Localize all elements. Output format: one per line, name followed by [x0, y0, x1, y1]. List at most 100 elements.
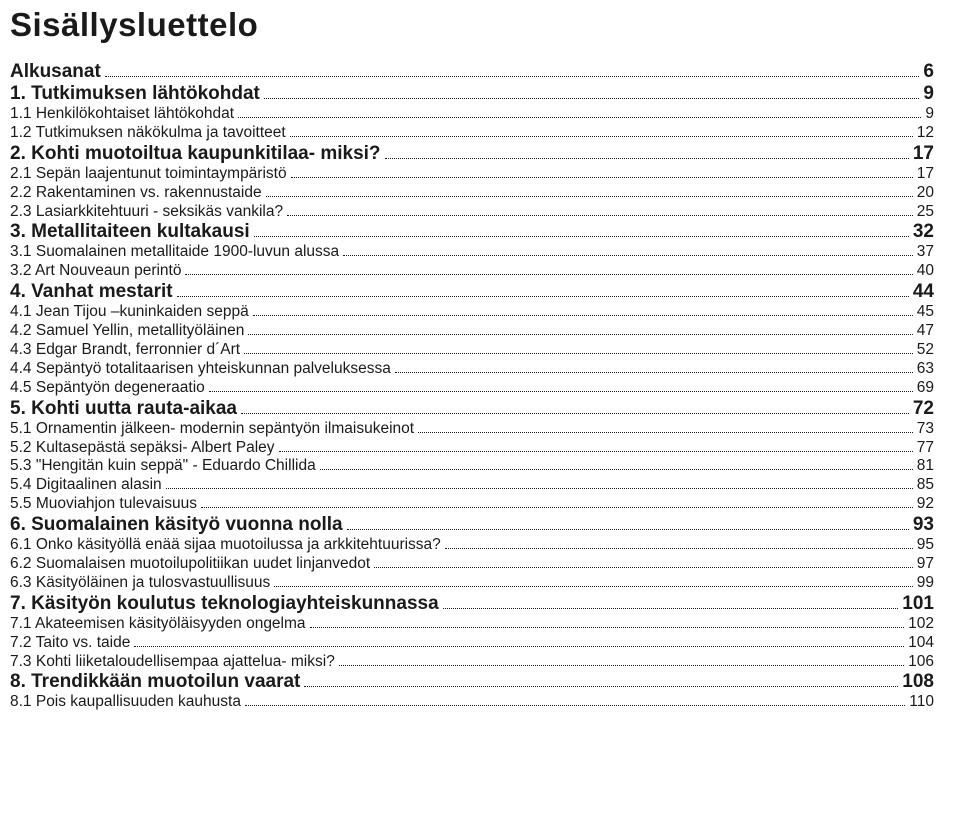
toc-entry-page: 99 — [917, 575, 934, 591]
toc-row: 1.2 Tutkimuksen näkökulma ja tavoitteet1… — [10, 125, 934, 141]
toc-entry-label: 5. Kohti uutta rauta-aikaa — [10, 399, 237, 418]
toc-leader — [266, 186, 913, 196]
toc-entry-label: 8.1 Pois kaupallisuuden kauhusta — [10, 694, 241, 710]
toc-row: 8. Trendikkään muotoilun vaarat 108 — [10, 672, 934, 691]
toc-row: 4.2 Samuel Yellin, metallityöläinen47 — [10, 323, 934, 339]
toc-row: 6.3 Käsityöläinen ja tulosvastuullisuus9… — [10, 575, 934, 591]
toc-leader — [264, 87, 920, 99]
toc-leader — [245, 696, 905, 706]
toc-entry-label: 7. Käsityön koulutus teknologiayhteiskun… — [10, 594, 439, 613]
toc-entry-label: 1. Tutkimuksen lähtökohdat — [10, 84, 260, 103]
toc-row: 4. Vanhat mestarit44 — [10, 282, 934, 301]
toc-row: 3.2 Art Nouveaun perintö40 — [10, 263, 934, 279]
toc-entry-label: 5.3 "Hengitän kuin seppä" - Eduardo Chil… — [10, 458, 316, 474]
toc-entry-label: 2.2 Rakentaminen vs. rakennustaide — [10, 185, 262, 201]
toc-row: 5.1 Ornamentin jälkeen- modernin sepänty… — [10, 421, 934, 437]
toc-entry-page: 106 — [908, 654, 934, 670]
toc-entry-label: 6. Suomalainen käsityö vuonna nolla — [10, 515, 343, 534]
toc-leader — [274, 577, 913, 587]
toc-leader — [443, 596, 899, 608]
toc-entry-label: 2.1 Sepän laajentunut toimintaympäristö — [10, 166, 287, 182]
toc-row: 7. Käsityön koulutus teknologiayhteiskun… — [10, 594, 934, 613]
toc-entry-page: 17 — [913, 144, 934, 163]
toc-entry-label: 7.3 Kohti liiketaloudellisempaa ajattelu… — [10, 654, 335, 670]
toc-row: 3. Metallitaiteen kultakausi32 — [10, 222, 934, 241]
toc-entry-page: 6 — [923, 62, 934, 81]
toc-entry-page: 73 — [917, 421, 934, 437]
toc-row: 6.2 Suomalaisen muotoilupolitiikan uudet… — [10, 556, 934, 572]
toc-entry-label: 7.2 Taito vs. taide — [10, 635, 130, 651]
toc-entry-page: 44 — [913, 282, 934, 301]
toc-row: 5.3 "Hengitän kuin seppä" - Eduardo Chil… — [10, 458, 934, 474]
toc-leader — [241, 401, 909, 413]
toc-row: 5.5 Muoviahjon tulevaisuus 92 — [10, 496, 934, 512]
toc-entry-page: 95 — [917, 537, 934, 553]
toc-entry-label: 5.1 Ornamentin jälkeen- modernin sepänty… — [10, 421, 414, 437]
toc-entry-page: 32 — [913, 222, 934, 241]
toc-leader — [248, 325, 912, 335]
toc-leader — [291, 167, 913, 177]
toc-entry-page: 25 — [917, 204, 934, 220]
toc-entry-page: 85 — [917, 477, 934, 493]
toc-entry-page: 37 — [917, 244, 934, 260]
toc-leader — [253, 306, 913, 316]
toc-leader — [279, 441, 913, 451]
toc-entry-page: 101 — [902, 594, 934, 613]
toc-row: 1. Tutkimuksen lähtökohdat 9 — [10, 84, 934, 103]
toc-leader — [418, 422, 913, 432]
toc-row: 4.5 Sepäntyön degeneraatio69 — [10, 380, 934, 396]
toc-entry-label: 5.5 Muoviahjon tulevaisuus — [10, 496, 197, 512]
toc-leader — [290, 127, 913, 137]
toc-row: 7.1 Akateemisen käsityöläisyyden ongelma… — [10, 616, 934, 632]
toc-leader — [185, 265, 912, 275]
toc-entry-page: 45 — [917, 304, 934, 320]
toc-leader — [374, 558, 913, 568]
toc-leader — [134, 636, 904, 646]
page-title: Sisällysluettelo — [10, 6, 934, 44]
toc-entry-page: 81 — [917, 458, 934, 474]
toc-entry-label: 2.3 Lasiarkkitehtuuri - seksikäs vankila… — [10, 204, 283, 220]
toc-row: Alkusanat6 — [10, 62, 934, 81]
toc-row: 4.1 Jean Tijou –kuninkaiden seppä 45 — [10, 304, 934, 320]
toc-entry-label: 4.3 Edgar Brandt, ferronnier d´Art — [10, 342, 240, 358]
toc-row: 2.3 Lasiarkkitehtuuri - seksikäs vankila… — [10, 204, 934, 220]
toc-row: 2.1 Sepän laajentunut toimintaympäristö 1… — [10, 166, 934, 182]
toc-entry-page: 110 — [909, 694, 934, 710]
toc-leader — [238, 108, 921, 118]
toc-entry-page: 102 — [908, 616, 934, 632]
toc-leader — [385, 146, 909, 158]
toc-row: 4.4 Sepäntyö totalitaarisen yhteiskunnan… — [10, 361, 934, 377]
toc-entry-page: 92 — [917, 496, 934, 512]
toc-entry-page: 17 — [917, 166, 934, 182]
toc-entry-label: 2. Kohti muotoiltua kaupunkitilaa- miksi… — [10, 144, 381, 163]
toc-entry-label: 5.2 Kultasepästä sepäksi- Albert Paley — [10, 440, 275, 456]
toc-entry-label: 5.4 Digitaalinen alasin — [10, 477, 162, 493]
toc-entry-page: 47 — [917, 323, 934, 339]
toc-row: 7.2 Taito vs. taide104 — [10, 635, 934, 651]
toc-row: 2. Kohti muotoiltua kaupunkitilaa- miksi… — [10, 144, 934, 163]
toc-entry-label: 4.5 Sepäntyön degeneraatio — [10, 380, 205, 396]
toc-leader — [304, 675, 898, 687]
table-of-contents: Alkusanat61. Tutkimuksen lähtökohdat91.1… — [10, 62, 934, 710]
toc-row: 2.2 Rakentaminen vs. rakennustaide20 — [10, 185, 934, 201]
toc-entry-label: 8. Trendikkään muotoilun vaarat — [10, 672, 300, 691]
toc-row: 5.4 Digitaalinen alasin 85 — [10, 477, 934, 493]
toc-row: 1.1 Henkilökohtaiset lähtökohdat9 — [10, 106, 934, 122]
toc-row: 5. Kohti uutta rauta-aikaa72 — [10, 399, 934, 418]
toc-leader — [339, 655, 904, 665]
toc-leader — [347, 518, 909, 530]
toc-entry-page: 9 — [923, 84, 934, 103]
toc-leader — [395, 363, 913, 373]
toc-entry-page: 40 — [917, 263, 934, 279]
toc-entry-page: 108 — [902, 672, 934, 691]
toc-row: 5.2 Kultasepästä sepäksi- Albert Paley77 — [10, 440, 934, 456]
toc-entry-page: 93 — [913, 515, 934, 534]
toc-entry-label: 6.2 Suomalaisen muotoilupolitiikan uudet… — [10, 556, 370, 572]
toc-entry-label: 1.2 Tutkimuksen näkökulma ja tavoitteet — [10, 125, 286, 141]
toc-entry-label: 6.1 Onko käsityöllä enää sijaa muotoilus… — [10, 537, 441, 553]
toc-entry-page: 9 — [925, 106, 934, 122]
toc-entry-label: 4.1 Jean Tijou –kuninkaiden seppä — [10, 304, 249, 320]
toc-row: 4.3 Edgar Brandt, ferronnier d´Art52 — [10, 342, 934, 358]
toc-leader — [310, 618, 905, 628]
toc-entry-page: 63 — [917, 361, 934, 377]
